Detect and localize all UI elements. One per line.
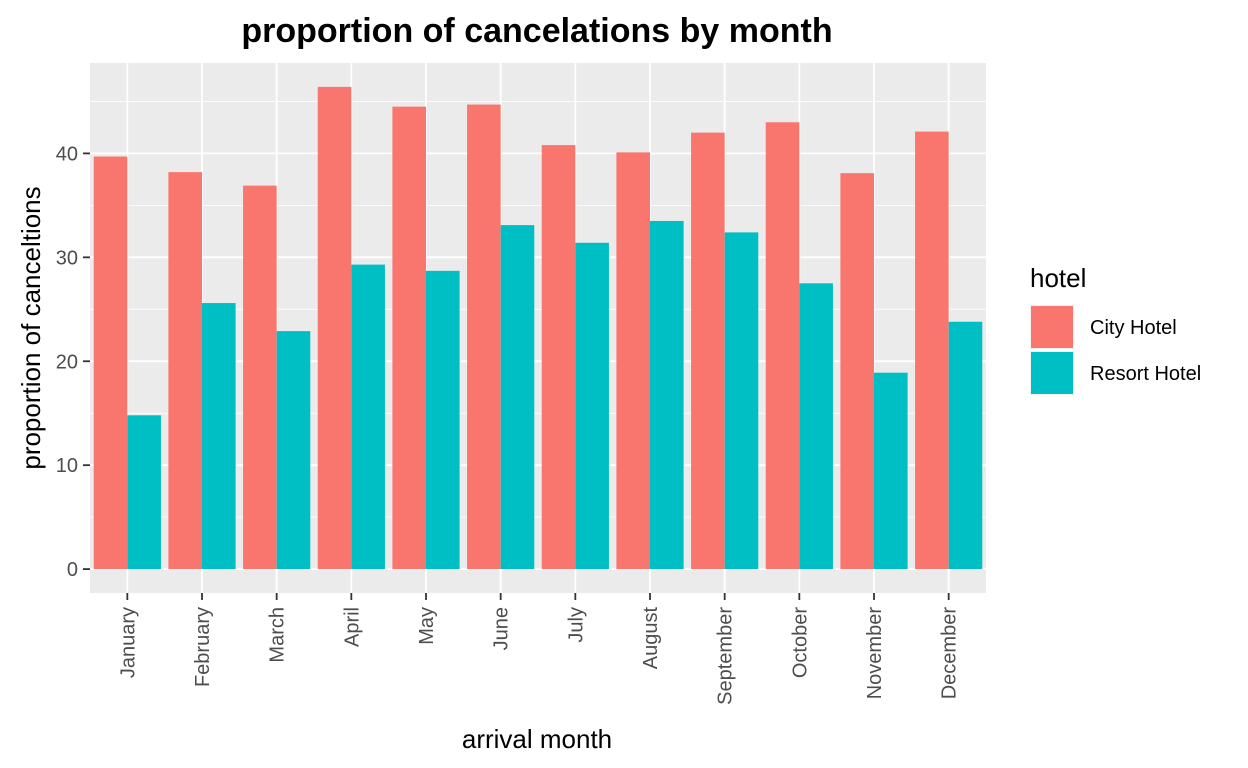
bar (392, 106, 426, 570)
x-tick-label: June (491, 607, 513, 650)
y-tick-label: 0 (67, 559, 78, 581)
bar (874, 372, 908, 570)
bar (799, 283, 833, 570)
bar (915, 131, 949, 570)
chart-title: proportion of cancelations by month (241, 12, 832, 50)
x-tick-label: August (640, 607, 662, 670)
y-tick-label: 30 (56, 247, 78, 269)
y-axis-title: proportion of canceltions (16, 186, 46, 469)
legend-key (1031, 352, 1073, 394)
bar (93, 156, 128, 570)
legend-label: City Hotel (1090, 317, 1177, 339)
x-tick-label: September (715, 607, 737, 705)
x-axis-title: arrival month (462, 724, 612, 754)
x-tick-label: March (267, 607, 289, 663)
bar (650, 220, 684, 570)
plot-panel (90, 63, 986, 593)
x-tick-label: January (117, 607, 139, 678)
legend: hotel City Hotel Resort Hotel (1030, 263, 1201, 395)
bar (691, 132, 725, 570)
x-tick-label: May (416, 607, 438, 645)
y-tick-label: 20 (56, 351, 78, 373)
bar (202, 303, 236, 570)
x-tick-label: November (864, 607, 886, 700)
bar (168, 172, 202, 570)
bar (541, 145, 576, 570)
x-tick-label: December (939, 607, 961, 700)
x-tick-label: July (565, 607, 587, 643)
bars (93, 86, 983, 570)
bar (500, 225, 535, 570)
y-tick-label: 40 (56, 143, 78, 165)
bar (467, 104, 501, 570)
bar (724, 232, 759, 570)
bar (948, 321, 983, 570)
legend-key (1031, 306, 1073, 348)
y-tick-label: 10 (56, 455, 78, 477)
bar (765, 122, 800, 570)
legend-title: hotel (1030, 263, 1086, 293)
bar (616, 152, 650, 570)
bar (127, 415, 161, 570)
bar (426, 270, 460, 570)
bar (276, 331, 311, 570)
legend-label: Resort Hotel (1090, 363, 1201, 385)
bar (317, 86, 352, 570)
bar (351, 264, 385, 570)
bar (243, 185, 277, 570)
x-tick-label: April (341, 607, 363, 647)
bar (575, 242, 609, 570)
bar (840, 173, 874, 570)
y-axis: 0 10 20 30 40 (56, 143, 90, 581)
x-axis: January February March April May June July Augu… (117, 593, 961, 705)
x-tick-label: February (192, 607, 214, 687)
x-tick-label: October (789, 607, 811, 678)
